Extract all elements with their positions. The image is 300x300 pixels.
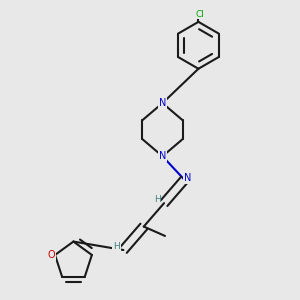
Text: N: N	[159, 151, 166, 161]
Text: H: H	[154, 195, 160, 204]
Text: O: O	[47, 250, 55, 260]
Text: N: N	[184, 173, 191, 183]
Text: Cl: Cl	[196, 10, 204, 19]
Text: H: H	[113, 242, 120, 251]
Text: N: N	[159, 98, 166, 108]
